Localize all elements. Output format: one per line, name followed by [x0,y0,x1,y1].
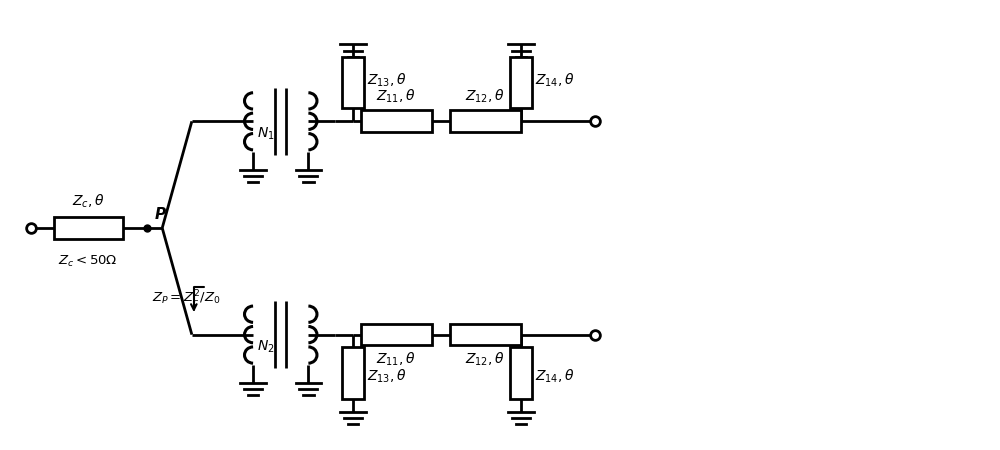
Text: $Z_{11},\theta$: $Z_{11},\theta$ [376,351,416,368]
Bar [450,324,521,346]
Text: $N_1$: $N_1$ [257,125,275,142]
Text: $Z_c <50\Omega$: $Z_c <50\Omega$ [58,254,118,269]
Bar [361,324,432,346]
Text: $\boldsymbol{P}$: $\boldsymbol{P}$ [154,206,167,222]
Text: $Z_{14},\theta$: $Z_{14},\theta$ [535,367,574,385]
Bar [342,57,364,108]
Text: $Z_{11},\theta$: $Z_{11},\theta$ [376,88,416,105]
Text: $Z_P =Z_c^2/Z_0$: $Z_P =Z_c^2/Z_0$ [152,289,221,309]
Bar [361,110,432,132]
Text: $Z_{12},\theta$: $Z_{12},\theta$ [465,351,505,368]
Bar [510,57,532,108]
Text: $Z_{13},\theta$: $Z_{13},\theta$ [367,367,407,385]
Text: $Z_{14},\theta$: $Z_{14},\theta$ [535,71,574,89]
Bar [450,110,521,132]
Text: $Z_{12},\theta$: $Z_{12},\theta$ [465,88,505,105]
Text: $Z_c ,\theta$: $Z_c ,\theta$ [72,193,105,210]
Text: $Z_{13},\theta$: $Z_{13},\theta$ [367,71,407,89]
Bar [54,217,123,239]
Bar [510,347,532,399]
Bar [342,347,364,399]
Text: $N_2$: $N_2$ [257,338,275,355]
